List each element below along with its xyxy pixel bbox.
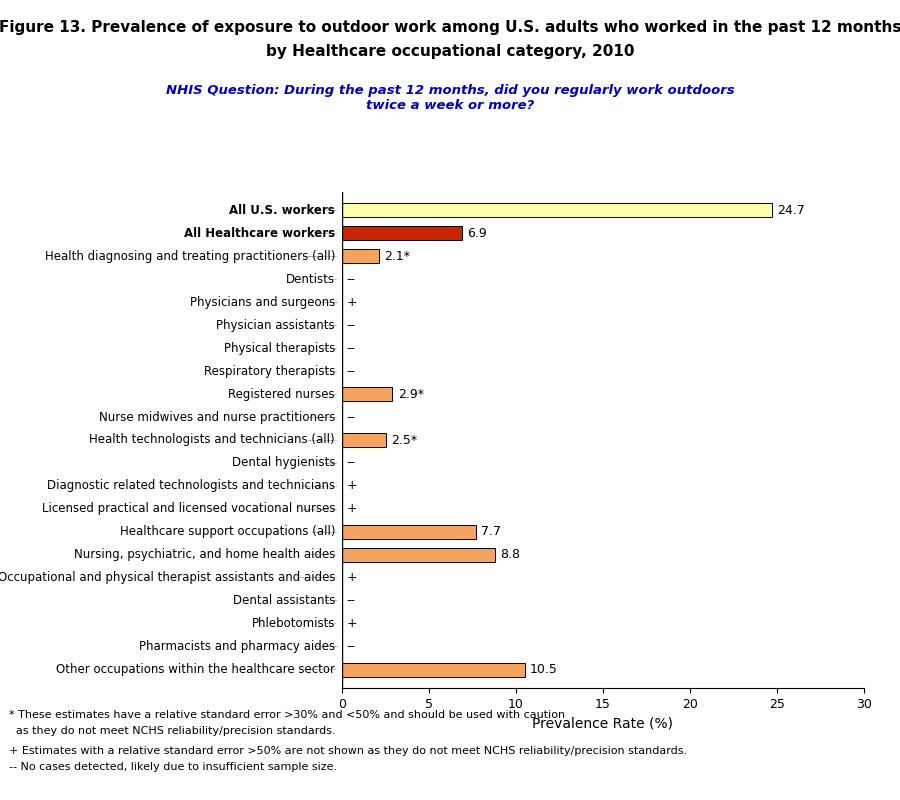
Text: 2.1*: 2.1* [383,250,410,262]
Text: All Healthcare workers: All Healthcare workers [184,227,335,240]
Text: Physician assistants: Physician assistants [216,318,335,332]
Text: by Healthcare occupational category, 2010: by Healthcare occupational category, 201… [266,44,634,59]
Text: --: -- [346,318,356,332]
Text: 2.9*: 2.9* [398,387,424,401]
Text: --: -- [346,410,356,423]
Text: Dentists: Dentists [286,273,335,286]
Bar [342,433,385,447]
Bar [342,387,392,401]
Text: +: + [346,571,357,584]
Text: Pharmacists and pharmacy aides: Pharmacists and pharmacy aides [139,640,335,653]
Text: Health diagnosing and treating practitioners (all): Health diagnosing and treating practitio… [45,250,335,262]
Text: 24.7: 24.7 [777,204,805,217]
Text: Dental assistants: Dental assistants [233,594,335,607]
Bar [342,525,476,538]
Text: --: -- [346,365,356,378]
Text: + Estimates with a relative standard error >50% are not shown as they do not mee: + Estimates with a relative standard err… [9,746,687,755]
Text: Respiratory therapists: Respiratory therapists [203,365,335,378]
Text: * These estimates have a relative standard error >30% and <50% and should be use: * These estimates have a relative standa… [9,710,565,720]
Text: Nursing, psychiatric, and home health aides: Nursing, psychiatric, and home health ai… [74,548,335,562]
Text: Phlebotomists: Phlebotomists [252,618,335,630]
Text: Physical therapists: Physical therapists [224,342,335,354]
Text: Nurse midwives and nurse practitioners: Nurse midwives and nurse practitioners [99,410,335,423]
Text: Other occupations within the healthcare sector: Other occupations within the healthcare … [56,663,335,676]
Text: 2.5*: 2.5* [391,434,417,446]
Text: Licensed practical and licensed vocational nurses: Licensed practical and licensed vocation… [41,502,335,515]
Text: as they do not meet NCHS reliability/precision standards.: as they do not meet NCHS reliability/pre… [9,726,336,736]
Text: +: + [346,618,357,630]
Text: Dental hygienists: Dental hygienists [231,457,335,470]
Text: -- No cases detected, likely due to insufficient sample size.: -- No cases detected, likely due to insu… [9,762,338,771]
Text: --: -- [346,273,356,286]
Text: --: -- [346,640,356,653]
Text: All U.S. workers: All U.S. workers [230,204,335,217]
Text: Diagnostic related technologists and technicians: Diagnostic related technologists and tec… [47,479,335,493]
Text: 7.7: 7.7 [482,526,501,538]
Text: 10.5: 10.5 [530,663,558,676]
Text: +: + [346,479,357,493]
Text: +: + [346,296,357,309]
Text: 8.8: 8.8 [500,548,520,562]
X-axis label: Prevalence Rate (%): Prevalence Rate (%) [533,716,673,730]
Text: Occupational and physical therapist assistants and aides: Occupational and physical therapist assi… [0,571,335,584]
Bar [342,226,462,240]
Text: +: + [346,502,357,515]
Bar [342,662,525,677]
Text: Figure 13. Prevalence of exposure to outdoor work among U.S. adults who worked i: Figure 13. Prevalence of exposure to out… [0,20,900,35]
Text: --: -- [346,594,356,607]
Text: Registered nurses: Registered nurses [229,387,335,401]
Bar [342,548,495,562]
Text: Physicians and surgeons: Physicians and surgeons [190,296,335,309]
Bar [342,203,772,218]
Text: --: -- [346,342,356,354]
Text: --: -- [346,457,356,470]
Text: NHIS Question: During the past 12 months, did you regularly work outdoors
twice : NHIS Question: During the past 12 months… [166,84,734,112]
Text: Health technologists and technicians (all): Health technologists and technicians (al… [89,434,335,446]
Bar [342,250,379,263]
Text: 6.9: 6.9 [467,227,487,240]
Text: Healthcare support occupations (all): Healthcare support occupations (all) [120,526,335,538]
